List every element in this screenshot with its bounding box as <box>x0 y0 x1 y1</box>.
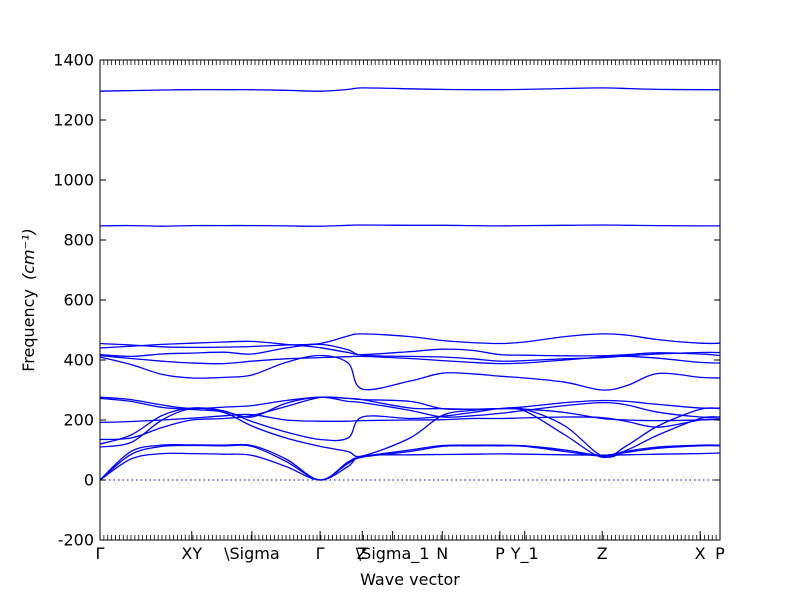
x-tick-label: N <box>436 544 448 563</box>
y-tick-label: 600 <box>63 291 94 310</box>
band-6 <box>99 354 721 365</box>
band-11 <box>99 396 721 441</box>
x-tick-label: P <box>495 544 505 563</box>
x-tick-label: Γ <box>96 544 105 563</box>
x-tick-label: \Sigma_1 <box>356 544 430 564</box>
band-15 <box>99 444 721 481</box>
band-2 <box>99 224 721 227</box>
y-tick-label: -200 <box>58 531 94 550</box>
band-7 <box>99 354 721 391</box>
band-1 <box>99 87 720 92</box>
x-tick-label: Γ <box>316 544 325 563</box>
plot-frame <box>99 59 721 541</box>
band-3 <box>99 333 721 349</box>
y-tick-label: 200 <box>63 411 94 430</box>
x-tick-label: Z <box>597 544 608 563</box>
y-tick-label: 1200 <box>53 111 94 130</box>
x-tick-label: Z <box>357 544 368 563</box>
x-axis: Γ XY \Sigma Γ Z\Sigma_1 N P Y_1 Z X P <box>96 531 725 564</box>
y-axis-title-text: Frequency <box>19 289 38 372</box>
x-minor-ticks <box>99 60 721 540</box>
y-axis-title: Frequency (cm⁻¹) <box>19 228 38 371</box>
y-tick-label: 800 <box>63 231 94 250</box>
band-4 <box>99 340 721 357</box>
x-tick-label: Y_1 <box>510 544 539 564</box>
band-9 <box>99 396 721 419</box>
y-tick-label: 400 <box>63 351 94 370</box>
x-tick-label: P <box>715 544 725 563</box>
y-tick-label: 0 <box>84 471 94 490</box>
band-13 <box>99 407 721 459</box>
y-tick-label: 1000 <box>53 171 94 190</box>
y-axis-unit: (cm⁻¹) <box>19 228 38 280</box>
band-16 <box>99 452 721 481</box>
x-tick-label: \Sigma <box>224 544 280 563</box>
y-axis: -200 0 200 400 600 800 1000 1200 1400 <box>53 51 720 550</box>
band-10 <box>99 413 721 428</box>
phonon-bands <box>99 87 721 481</box>
x-tick-label: X <box>695 544 706 563</box>
y-tick-label: 1400 <box>53 51 94 70</box>
x-axis-title: Wave vector <box>360 570 460 589</box>
x-tick-label: XY <box>181 544 202 563</box>
